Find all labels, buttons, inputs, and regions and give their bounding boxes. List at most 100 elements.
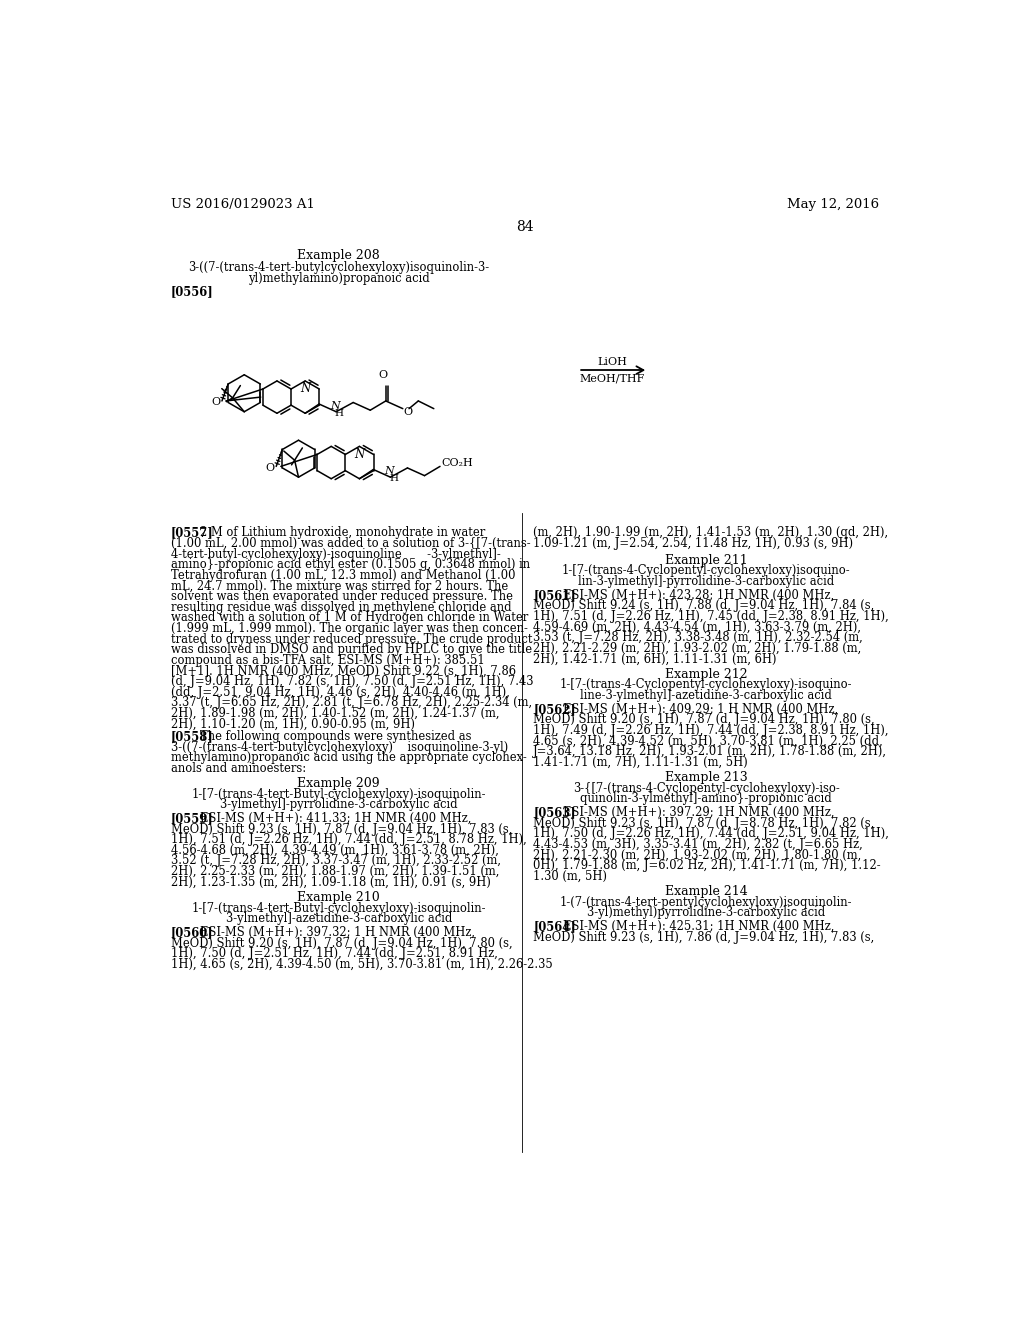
Text: amino}-propionic acid ethyl ester (0.1505 g, 0.3648 mmol) in: amino}-propionic acid ethyl ester (0.150… <box>171 558 529 572</box>
Text: 84: 84 <box>516 220 534 234</box>
Text: 3-((7-(trans-4-tert-butylcyclohexyloxy)isoquinolin-3-: 3-((7-(trans-4-tert-butylcyclohexyloxy)i… <box>188 261 489 273</box>
Text: 4-tert-butyl-cyclohexyloxy)-isoquinoline       -3-ylmethyl]-: 4-tert-butyl-cyclohexyloxy)-isoquinoline… <box>171 548 501 561</box>
Text: Example 208: Example 208 <box>297 249 380 263</box>
Text: N: N <box>330 400 340 411</box>
Text: Example 214: Example 214 <box>665 886 748 898</box>
Text: 1H), 7.49 (d, J=2.26 Hz, 1H), 7.44 (dd, J=2.38, 8.91 Hz, 1H),: 1H), 7.49 (d, J=2.26 Hz, 1H), 7.44 (dd, … <box>534 725 889 737</box>
Text: MeOD) Shift 9.20 (s, 1H), 7.87 (d, J=9.04 Hz, 1H), 7.80 (s,: MeOD) Shift 9.20 (s, 1H), 7.87 (d, J=9.0… <box>534 713 874 726</box>
Text: resulting residue was dissolved in methylene chloride and: resulting residue was dissolved in methy… <box>171 601 511 614</box>
Text: H: H <box>335 409 344 417</box>
Text: ESI-MS (M+H+): 411.33; 1H NMR (400 MHz,: ESI-MS (M+H+): 411.33; 1H NMR (400 MHz, <box>200 812 471 825</box>
Text: MeOD) Shift 9.20 (s, 1H), 7.87 (d, J=9.04 Hz, 1H), 7.80 (s,: MeOD) Shift 9.20 (s, 1H), 7.87 (d, J=9.0… <box>171 937 512 949</box>
Text: methylamino)propanoic acid using the appropriate cyclohex-: methylamino)propanoic acid using the app… <box>171 751 526 764</box>
Text: 1-[7-(trans-4-Cyclopentyl-cyclohexyloxy)-isoquino-: 1-[7-(trans-4-Cyclopentyl-cyclohexyloxy)… <box>560 678 852 692</box>
Text: 0H), 1.79-1.88 (m, J=6.02 Hz, 2H), 1.41-1.71 (m, 7H), 1.12-: 0H), 1.79-1.88 (m, J=6.02 Hz, 2H), 1.41-… <box>534 859 881 873</box>
Text: MeOH/THF: MeOH/THF <box>580 374 645 383</box>
Text: O: O <box>378 370 387 380</box>
Text: 3-ylmethyl]-azetidine-3-carboxylic acid: 3-ylmethyl]-azetidine-3-carboxylic acid <box>225 912 452 925</box>
Text: 3.37 (t, J=6.65 Hz, 2H), 2.81 (t, J=6.78 Hz, 2H), 2.25-2.34 (m,: 3.37 (t, J=6.65 Hz, 2H), 2.81 (t, J=6.78… <box>171 697 531 709</box>
Text: MeOD) Shift 9.23 (s, 1H), 7.87 (d, J=8.78 Hz, 1H), 7.82 (s,: MeOD) Shift 9.23 (s, 1H), 7.87 (d, J=8.7… <box>534 817 874 830</box>
Text: 2H), 2.21-2.30 (m, 2H), 1.93-2.02 (m, 2H), 1.80-1.80 (m,: 2H), 2.21-2.30 (m, 2H), 1.93-2.02 (m, 2H… <box>534 849 861 862</box>
Text: 4.59-4.69 (m, 2H), 4.43-4.54 (m, 1H), 3.63-3.79 (m, 2H),: 4.59-4.69 (m, 2H), 4.43-4.54 (m, 1H), 3.… <box>534 620 861 634</box>
Text: ESI-MS (M+H+): 397.32; 1 H NMR (400 MHz,: ESI-MS (M+H+): 397.32; 1 H NMR (400 MHz, <box>200 925 475 939</box>
Text: CO₂H: CO₂H <box>441 458 473 467</box>
Text: 3-((7-(trans-4-tert-butylcyclohexyloxy)    isoquinoline-3-yl): 3-((7-(trans-4-tert-butylcyclohexyloxy) … <box>171 741 508 754</box>
Text: 1-[7-(trans-4-Cyclopentyl-cyclohexyloxy)isoquino-: 1-[7-(trans-4-Cyclopentyl-cyclohexyloxy)… <box>562 565 851 577</box>
Text: trated to dryness under reduced pressure. The crude product: trated to dryness under reduced pressure… <box>171 632 532 645</box>
Text: 1H), 7.50 (d, J=2.51 Hz, 1H), 7.44 (dd, J=2.51, 8.91 Hz,: 1H), 7.50 (d, J=2.51 Hz, 1H), 7.44 (dd, … <box>171 948 498 960</box>
Text: Example 210: Example 210 <box>297 891 380 904</box>
Text: US 2016/0129023 A1: US 2016/0129023 A1 <box>171 198 314 211</box>
Text: washed with a solution of 1 M of Hydrogen chloride in Water: washed with a solution of 1 M of Hydroge… <box>171 611 528 624</box>
Text: Example 211: Example 211 <box>665 554 748 566</box>
Text: MeOD) Shift 9.24 (s, 1H), 7.88 (d, J=9.04 Hz, 1H), 7.84 (s,: MeOD) Shift 9.24 (s, 1H), 7.88 (d, J=9.0… <box>534 599 874 612</box>
Text: (1.999 mL, 1.999 mmol). The organic layer was then concen-: (1.999 mL, 1.999 mmol). The organic laye… <box>171 622 527 635</box>
Text: [0560]: [0560] <box>171 925 213 939</box>
Text: compound as a bis-TFA salt, ESI-MS (M+H+): 385.51: compound as a bis-TFA salt, ESI-MS (M+H+… <box>171 653 484 667</box>
Text: ESI-MS (M+H+): 425.31; 1H NMR (400 MHz,: ESI-MS (M+H+): 425.31; 1H NMR (400 MHz, <box>563 920 835 933</box>
Text: (m, 2H), 1.90-1.99 (m, 2H), 1.41-1.53 (m, 2H), 1.30 (qd, 2H),: (m, 2H), 1.90-1.99 (m, 2H), 1.41-1.53 (m… <box>534 527 889 540</box>
Text: 4.65 (s, 2H), 4.39-4.52 (m, 5H), 3.70-3.81 (m, 1H), 2.25 (dd,: 4.65 (s, 2H), 4.39-4.52 (m, 5H), 3.70-3.… <box>534 735 883 747</box>
Text: (dd, J=2.51, 9.04 Hz, 1H), 4.46 (s, 2H), 4.40-4.46 (m, 1H),: (dd, J=2.51, 9.04 Hz, 1H), 4.46 (s, 2H),… <box>171 686 510 698</box>
Text: solvent was then evaporated under reduced pressure. The: solvent was then evaporated under reduce… <box>171 590 513 603</box>
Text: MeOD) Shift 9.23 (s, 1H), 7.86 (d, J=9.04 Hz, 1H), 7.83 (s,: MeOD) Shift 9.23 (s, 1H), 7.86 (d, J=9.0… <box>534 931 874 944</box>
Text: Example 209: Example 209 <box>298 777 380 789</box>
Text: line-3-ylmethyl]-azetidine-3-carboxylic acid: line-3-ylmethyl]-azetidine-3-carboxylic … <box>581 689 833 702</box>
Text: N: N <box>300 383 310 396</box>
Text: [M+1]. 1H NMR (400 MHz, MeOD) Shift 9.22 (s, 1H), 7.86: [M+1]. 1H NMR (400 MHz, MeOD) Shift 9.22… <box>171 664 516 677</box>
Text: 1H), 7.50 (d, J=2.26 Hz, 1H), 7.44 (dd, J=2.51, 9.04 Hz, 1H),: 1H), 7.50 (d, J=2.26 Hz, 1H), 7.44 (dd, … <box>534 828 889 841</box>
Text: 2H), 2.25-2.33 (m, 2H), 1.88-1.97 (m, 2H), 1.39-1.51 (m,: 2H), 2.25-2.33 (m, 2H), 1.88-1.97 (m, 2H… <box>171 865 499 878</box>
Text: O: O <box>403 407 413 417</box>
Text: The following compounds were synthesized as: The following compounds were synthesized… <box>200 730 472 743</box>
Text: mL, 24.7 mmol). The mixture was stirred for 2 hours. The: mL, 24.7 mmol). The mixture was stirred … <box>171 579 508 593</box>
Text: [0561]: [0561] <box>534 589 577 602</box>
Text: 3-yl)methyl)pyrrolidine-3-carboxylic acid: 3-yl)methyl)pyrrolidine-3-carboxylic aci… <box>587 907 825 919</box>
Text: was dissolved in DMSO and purified by HPLC to give the title: was dissolved in DMSO and purified by HP… <box>171 643 531 656</box>
Text: [0558]: [0558] <box>171 730 213 743</box>
Text: 1-[7-(trans-4-tert-Butyl-cyclohexyloxy)-isoquinolin-: 1-[7-(trans-4-tert-Butyl-cyclohexyloxy)-… <box>191 788 486 801</box>
Text: 1-[7-(trans-4-tert-Butyl-cyclohexyloxy)-isoquinolin-: 1-[7-(trans-4-tert-Butyl-cyclohexyloxy)-… <box>191 902 486 915</box>
Text: LiOH: LiOH <box>597 358 628 367</box>
Text: 1H), 4.65 (s, 2H), 4.39-4.50 (m, 5H), 3.70-3.81 (m, 1H), 2.26-2.35: 1H), 4.65 (s, 2H), 4.39-4.50 (m, 5H), 3.… <box>171 958 552 970</box>
Text: J=3.64, 13.18 Hz, 2H), 1.93-2.01 (m, 2H), 1.78-1.88 (m, 2H),: J=3.64, 13.18 Hz, 2H), 1.93-2.01 (m, 2H)… <box>534 746 888 758</box>
Text: [0563]: [0563] <box>534 807 575 820</box>
Text: 1H), 7.51 (d, J=2.26 Hz, 1H), 7.44 (dd, J=2.51, 8.78 Hz, 1H),: 1H), 7.51 (d, J=2.26 Hz, 1H), 7.44 (dd, … <box>171 833 526 846</box>
Text: 2H), 1.89-1.98 (m, 2H), 1.40-1.52 (m, 2H), 1.24-1.37 (m,: 2H), 1.89-1.98 (m, 2H), 1.40-1.52 (m, 2H… <box>171 708 499 721</box>
Text: 1H), 7.51 (d, J=2.26 Hz, 1H), 7.45 (dd, J=2.38, 8.91 Hz, 1H),: 1H), 7.51 (d, J=2.26 Hz, 1H), 7.45 (dd, … <box>534 610 889 623</box>
Text: May 12, 2016: May 12, 2016 <box>786 198 879 211</box>
Text: Tetrahydrofuran (1.00 mL, 12.3 mmol) and Methanol (1.00: Tetrahydrofuran (1.00 mL, 12.3 mmol) and… <box>171 569 515 582</box>
Text: N: N <box>384 466 394 477</box>
Text: 4.43-4.53 (m, 3H), 3.35-3.41 (m, 2H), 2.82 (t, J=6.65 Hz,: 4.43-4.53 (m, 3H), 3.35-3.41 (m, 2H), 2.… <box>534 838 863 851</box>
Text: Example 213: Example 213 <box>665 771 748 784</box>
Text: 3-{[7-(trans-4-Cyclopentyl-cyclohexyloxy)-iso-: 3-{[7-(trans-4-Cyclopentyl-cyclohexyloxy… <box>572 781 840 795</box>
Text: O: O <box>211 397 220 408</box>
Text: 1.30 (m, 5H): 1.30 (m, 5H) <box>534 870 607 883</box>
Text: 1.09-1.21 (m, J=2.54, 2.54, 11.48 Hz, 1H), 0.93 (s, 9H): 1.09-1.21 (m, J=2.54, 2.54, 11.48 Hz, 1H… <box>534 537 853 550</box>
Text: 3-ylmethyl]-pyrrolidine-3-carboxylic acid: 3-ylmethyl]-pyrrolidine-3-carboxylic aci… <box>220 799 458 812</box>
Text: N: N <box>354 447 365 461</box>
Text: [0559]: [0559] <box>171 812 213 825</box>
Text: 2 M of Lithium hydroxide, monohydrate in water: 2 M of Lithium hydroxide, monohydrate in… <box>200 527 485 540</box>
Text: MeOD) Shift 9.23 (s, 1H), 7.87 (d, J=9.04 Hz, 1H), 7.83 (s,: MeOD) Shift 9.23 (s, 1H), 7.87 (d, J=9.0… <box>171 822 512 836</box>
Text: [0562]: [0562] <box>534 702 575 715</box>
Text: anols and aminoesters:: anols and aminoesters: <box>171 762 306 775</box>
Text: [0556]: [0556] <box>171 285 213 298</box>
Text: 2H), 1.23-1.35 (m, 2H), 1.09-1.18 (m, 1H), 0.91 (s, 9H): 2H), 1.23-1.35 (m, 2H), 1.09-1.18 (m, 1H… <box>171 875 490 888</box>
Text: yl)methylamino)propanoic acid: yl)methylamino)propanoic acid <box>248 272 430 285</box>
Text: O: O <box>265 463 274 473</box>
Text: 4.56-4.68 (m, 2H), 4.39-4.49 (m, 1H), 3.61-3.78 (m, 2H),: 4.56-4.68 (m, 2H), 4.39-4.49 (m, 1H), 3.… <box>171 843 499 857</box>
Text: ESI-MS (M+H+): 409.29; 1 H NMR (400 MHz,: ESI-MS (M+H+): 409.29; 1 H NMR (400 MHz, <box>563 702 838 715</box>
Text: 3.52 (t, J=7.28 Hz, 2H), 3.37-3.47 (m, 1H), 2.33-2.52 (m,: 3.52 (t, J=7.28 Hz, 2H), 3.37-3.47 (m, 1… <box>171 854 501 867</box>
Text: [0557]: [0557] <box>171 527 213 540</box>
Text: 3.53 (t, J=7.28 Hz, 2H), 3.38-3.48 (m, 1H), 2.32-2.54 (m,: 3.53 (t, J=7.28 Hz, 2H), 3.38-3.48 (m, 1… <box>534 631 863 644</box>
Text: lin-3-ylmethyl]-pyrrolidine-3-carboxylic acid: lin-3-ylmethyl]-pyrrolidine-3-carboxylic… <box>578 576 835 589</box>
Text: 1-(7-(trans-4-tert-pentylcyclohexyloxy)isoquinolin-: 1-(7-(trans-4-tert-pentylcyclohexyloxy)i… <box>560 896 852 908</box>
Text: 1.41-1.71 (m, 7H), 1.11-1.31 (m, 5H): 1.41-1.71 (m, 7H), 1.11-1.31 (m, 5H) <box>534 756 749 770</box>
Text: Example 212: Example 212 <box>665 668 748 681</box>
Text: [0564]: [0564] <box>534 920 577 933</box>
Text: 2H), 2.21-2.29 (m, 2H), 1.93-2.02 (m, 2H), 1.79-1.88 (m,: 2H), 2.21-2.29 (m, 2H), 1.93-2.02 (m, 2H… <box>534 642 861 655</box>
Text: ESI-MS (M+H+): 397.29; 1H NMR (400 MHz,: ESI-MS (M+H+): 397.29; 1H NMR (400 MHz, <box>563 807 835 820</box>
Text: ESI-MS (M+H+): 423.28; 1H NMR (400 MHz,: ESI-MS (M+H+): 423.28; 1H NMR (400 MHz, <box>563 589 834 602</box>
Text: H: H <box>389 474 398 483</box>
Text: (d, J=9.04 Hz, 1H), 7.82 (s, 1H), 7.50 (d, J=2.51 Hz, 1H), 7.43: (d, J=9.04 Hz, 1H), 7.82 (s, 1H), 7.50 (… <box>171 676 534 688</box>
